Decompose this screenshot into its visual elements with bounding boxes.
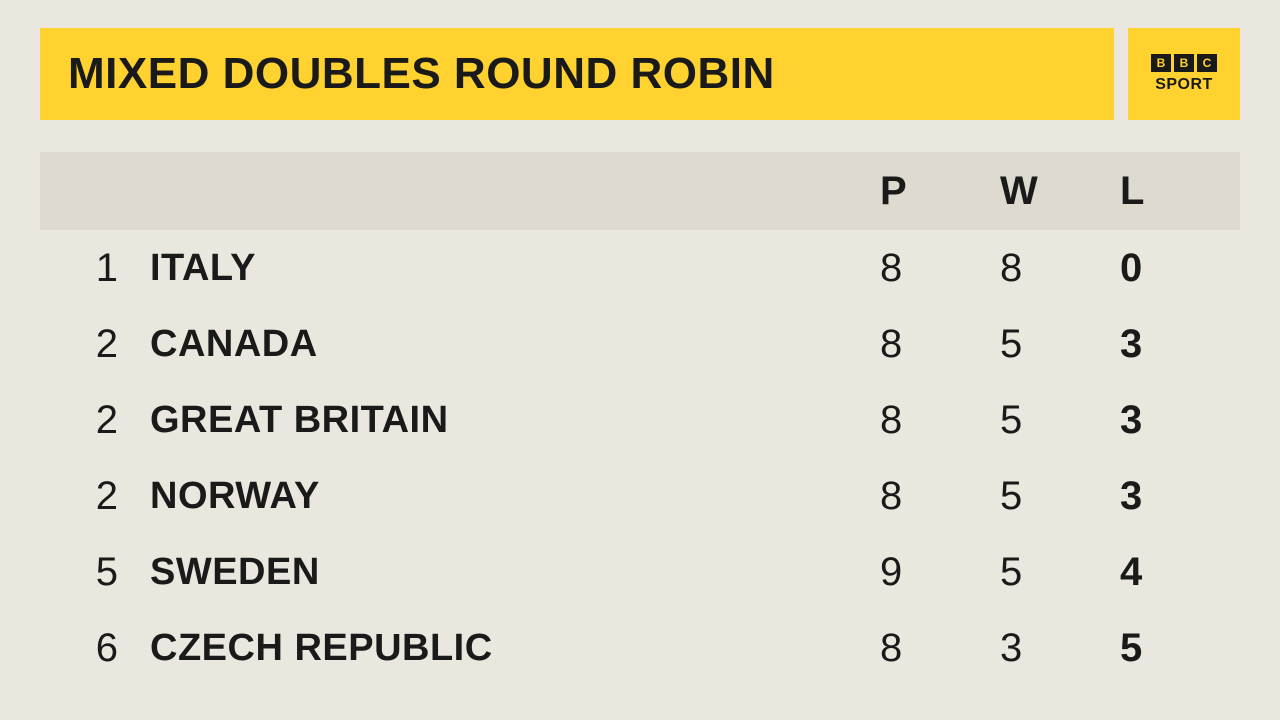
table-row: 2 CANADA 8 5 3 xyxy=(40,306,1240,382)
country: GREAT BRITAIN xyxy=(150,399,880,442)
header-row: MIXED DOUBLES ROUND ROBIN B B C SPORT xyxy=(40,28,1240,120)
bbc-blocks: B B C xyxy=(1151,54,1217,72)
country: ITALY xyxy=(150,247,880,290)
wins: 5 xyxy=(1000,322,1120,367)
table-row: 6 CZECH REPUBLIC 8 3 5 xyxy=(40,610,1240,686)
country: NORWAY xyxy=(150,475,880,518)
sport-label: SPORT xyxy=(1155,76,1213,94)
title-bar: MIXED DOUBLES ROUND ROBIN xyxy=(40,28,1114,120)
page-title: MIXED DOUBLES ROUND ROBIN xyxy=(68,49,775,99)
bbc-sport-logo: B B C SPORT xyxy=(1128,28,1240,120)
played: 8 xyxy=(880,626,1000,671)
country: CZECH REPUBLIC xyxy=(150,627,880,670)
wins: 5 xyxy=(1000,398,1120,443)
wins: 8 xyxy=(1000,246,1120,291)
rank: 2 xyxy=(40,398,150,443)
played: 9 xyxy=(880,550,1000,595)
losses: 3 xyxy=(1120,322,1240,367)
played: 8 xyxy=(880,474,1000,519)
wins: 3 xyxy=(1000,626,1120,671)
losses: 3 xyxy=(1120,474,1240,519)
losses: 3 xyxy=(1120,398,1240,443)
country: SWEDEN xyxy=(150,551,880,594)
rank: 6 xyxy=(40,626,150,671)
table-row: 2 GREAT BRITAIN 8 5 3 xyxy=(40,382,1240,458)
col-played: P xyxy=(880,169,1000,214)
played: 8 xyxy=(880,322,1000,367)
bbc-c: C xyxy=(1197,54,1217,72)
col-losses: L xyxy=(1120,169,1240,214)
played: 8 xyxy=(880,398,1000,443)
rank: 2 xyxy=(40,474,150,519)
rank: 1 xyxy=(40,246,150,291)
table-row: 1 ITALY 8 8 0 xyxy=(40,230,1240,306)
wins: 5 xyxy=(1000,474,1120,519)
standings-table: P W L 1 ITALY 8 8 0 2 CANADA 8 5 3 2 GRE… xyxy=(40,152,1240,686)
losses: 5 xyxy=(1120,626,1240,671)
table-header: P W L xyxy=(40,152,1240,230)
col-wins: W xyxy=(1000,169,1120,214)
played: 8 xyxy=(880,246,1000,291)
losses: 0 xyxy=(1120,246,1240,291)
table-row: 2 NORWAY 8 5 3 xyxy=(40,458,1240,534)
losses: 4 xyxy=(1120,550,1240,595)
table-row: 5 SWEDEN 9 5 4 xyxy=(40,534,1240,610)
country: CANADA xyxy=(150,323,880,366)
wins: 5 xyxy=(1000,550,1120,595)
bbc-b2: B xyxy=(1174,54,1194,72)
rank: 2 xyxy=(40,322,150,367)
bbc-b1: B xyxy=(1151,54,1171,72)
rank: 5 xyxy=(40,550,150,595)
